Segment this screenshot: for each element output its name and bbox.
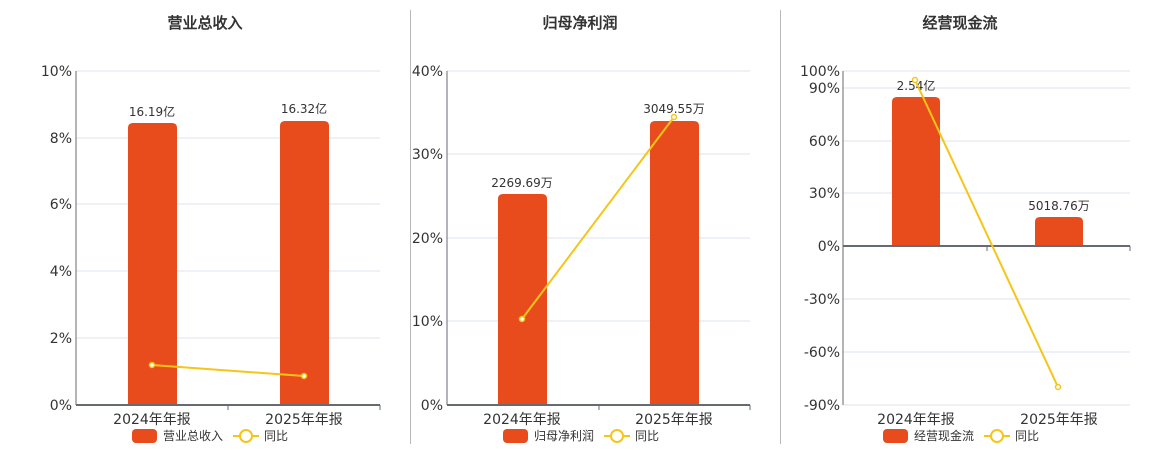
y-tick: 40% (412, 64, 443, 80)
y-tick: -30% (804, 292, 840, 308)
x-tick: 2024年年报 (877, 412, 955, 428)
bar-legend-label[interactable]: 归母净利润 (534, 429, 595, 443)
y-tick: 0% (421, 398, 443, 414)
x-tick: 2025年年报 (265, 412, 343, 428)
y-tick: 30% (809, 186, 840, 202)
bar[interactable] (650, 121, 699, 405)
bar[interactable] (892, 97, 940, 246)
bar[interactable] (498, 194, 547, 405)
line-legend-icon[interactable] (233, 428, 260, 443)
x-tick: 2024年年报 (483, 412, 561, 428)
legend: 归母净利润 同比 (503, 427, 659, 444)
chart-title: 归母净利润 (542, 14, 618, 32)
y-tick: 8% (50, 131, 72, 147)
chart-plot: 40% 30% 20% 10% 0% 2269.69万 3049.55万 202… (412, 64, 751, 428)
bar-legend-label[interactable]: 营业总收入 (163, 429, 224, 443)
chart-title: 营业总收入 (167, 14, 243, 32)
y-tick: 10% (41, 64, 72, 80)
y-tick: 20% (412, 231, 443, 247)
panel-divider (410, 10, 411, 444)
y-tick: 90% (809, 81, 840, 97)
bar-label: 3049.55万 (643, 102, 705, 116)
y-tick: 0% (818, 239, 840, 255)
y-tick: 60% (809, 134, 840, 150)
bar[interactable] (280, 121, 329, 405)
bar-legend-swatch[interactable] (132, 428, 157, 443)
bar-label: 5018.76万 (1028, 199, 1090, 213)
line-legend-label[interactable]: 同比 (264, 429, 289, 443)
panel-divider (780, 10, 781, 444)
y-tick: -60% (804, 345, 840, 361)
y-tick: 30% (412, 147, 443, 163)
bar-legend-swatch[interactable] (503, 428, 528, 443)
y-tick: 4% (50, 264, 72, 280)
bar[interactable] (128, 123, 177, 405)
yoy-line[interactable] (151, 364, 305, 377)
bar-label: 2.54亿 (897, 78, 936, 93)
legend: 营业总收入 同比 (132, 427, 288, 444)
x-tick: 2025年年报 (1020, 412, 1098, 428)
yoy-point[interactable] (518, 315, 526, 323)
line-legend-label[interactable]: 同比 (1015, 429, 1040, 443)
bar-label: 16.19亿 (129, 104, 175, 119)
y-tick: 2% (50, 331, 72, 347)
chart-title: 经营现金流 (922, 14, 998, 32)
x-tick: 2024年年报 (113, 412, 191, 428)
yoy-line[interactable] (914, 79, 1059, 388)
bar-legend-swatch[interactable] (883, 428, 908, 443)
line-legend-icon[interactable] (604, 428, 631, 443)
line-legend-label[interactable]: 同比 (635, 429, 660, 443)
yoy-point[interactable] (670, 113, 678, 121)
y-tick: 10% (412, 314, 443, 330)
legend: 经营现金流 同比 (883, 427, 1039, 444)
yoy-line[interactable] (521, 116, 675, 320)
bar-label: 2269.69万 (491, 176, 553, 190)
bar[interactable] (1035, 217, 1083, 246)
y-tick: 6% (50, 197, 72, 213)
bar-legend-label[interactable]: 经营现金流 (914, 429, 975, 443)
chart-panel-revenue: 营业总收入 10% 8% 6% 4% 2% 0% 16.19亿 16.32亿 (0, 0, 410, 450)
yoy-point[interactable] (300, 372, 308, 380)
chart-plot: 10% 8% 6% 4% 2% 0% 16.19亿 16.32亿 2024年年报… (41, 64, 381, 428)
bar-label: 16.32亿 (281, 101, 327, 116)
y-tick: 0% (50, 398, 72, 414)
chart-panel-net-profit: 归母净利润 40% 30% 20% 10% 0% 2269.69万 3049.5… (412, 14, 751, 444)
y-tick: 100% (800, 64, 840, 80)
yoy-point[interactable] (148, 361, 156, 369)
x-tick: 2025年年报 (635, 412, 713, 428)
y-tick: -90% (804, 398, 840, 414)
yoy-point[interactable] (1054, 383, 1062, 391)
yoy-point[interactable] (911, 76, 919, 84)
line-legend-icon[interactable] (984, 428, 1011, 443)
